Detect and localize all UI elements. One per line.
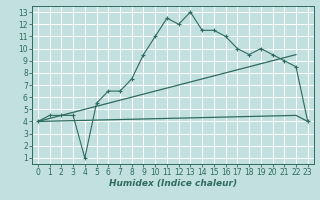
X-axis label: Humidex (Indice chaleur): Humidex (Indice chaleur) — [109, 179, 237, 188]
